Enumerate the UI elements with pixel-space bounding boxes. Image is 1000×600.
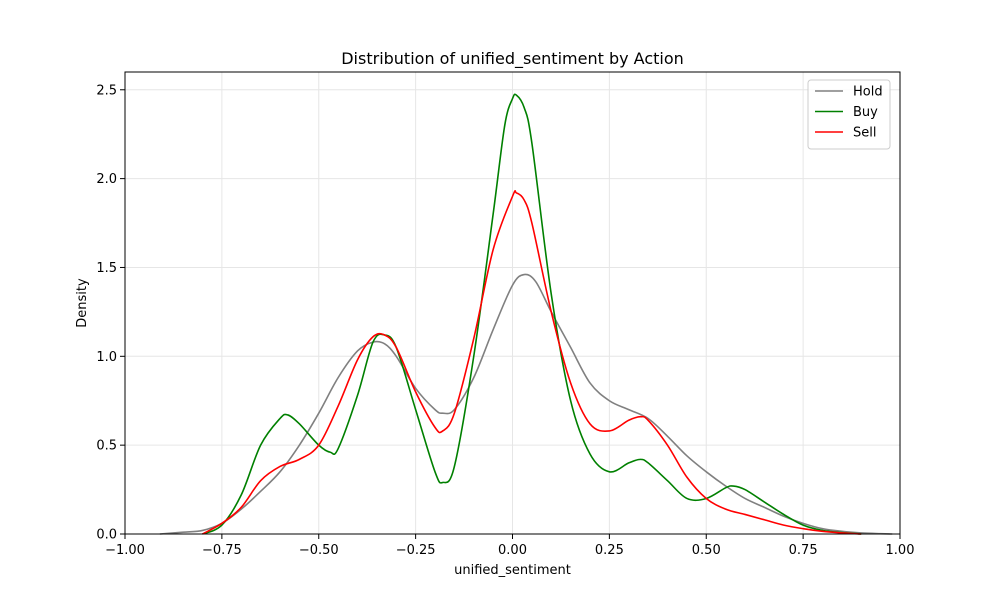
legend-label-sell: Sell (853, 126, 876, 141)
x-tick-label: 0.00 (498, 543, 527, 558)
x-tick-label: −0.50 (299, 543, 339, 558)
y-tick-label: 2.5 (96, 83, 117, 98)
x-tick-label: −1.00 (105, 543, 145, 558)
x-tick-label: 1.00 (886, 543, 915, 558)
y-axis-label: Density (75, 278, 90, 328)
x-tick-label: 0.75 (789, 543, 818, 558)
x-axis-label: unified_sentiment (454, 563, 571, 578)
legend: Hold Buy Sell (807, 79, 891, 150)
axis-ticks: −1.00 −0.75 −0.50 −0.25 0.00 0.25 0.50 0.75 1.00… (96, 83, 914, 558)
series-line-sell (202, 190, 862, 535)
series-line-buy (202, 93, 862, 535)
series-line-hold (159, 273, 893, 535)
legend-label-hold: Hold (853, 85, 883, 100)
y-tick-label: 0.0 (96, 528, 117, 543)
y-tick-label: 1.0 (96, 350, 117, 365)
chart-title: Distribution of unified_sentiment by Act… (341, 49, 684, 69)
y-tick-label: 0.5 (96, 439, 117, 454)
x-tick-label: 0.25 (595, 543, 624, 558)
y-tick-label: 2.0 (96, 172, 117, 187)
series-lines (159, 93, 893, 535)
x-tick-label: −0.25 (396, 543, 436, 558)
y-tick-label: 1.5 (96, 261, 117, 276)
x-tick-label: −0.75 (202, 543, 242, 558)
x-tick-label: 0.50 (692, 543, 721, 558)
legend-label-buy: Buy (853, 105, 878, 120)
